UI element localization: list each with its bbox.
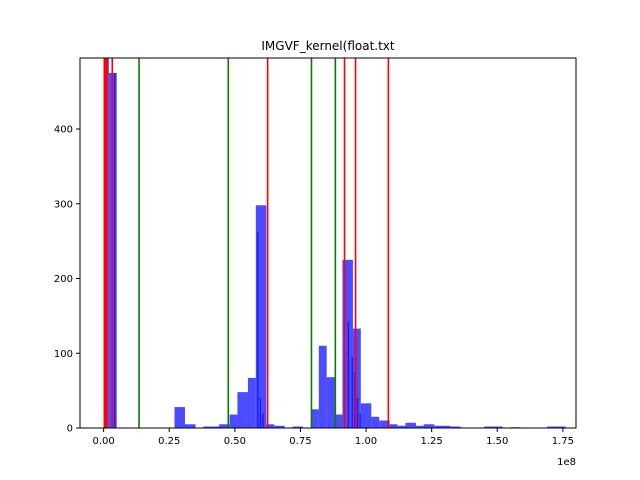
histogram-bar: [211, 426, 220, 428]
histogram-bar: [326, 377, 335, 428]
histogram-bar: [266, 424, 275, 428]
histogram-spike-bar: [347, 321, 349, 428]
x-tick-label: 1.50: [486, 436, 508, 447]
x-axis-offset-label: 1e8: [557, 457, 576, 468]
histogram-bar: [255, 205, 267, 428]
histogram-bar: [434, 425, 443, 428]
histogram-bar: [360, 403, 372, 428]
histogram-bar: [555, 426, 566, 428]
x-tick-label: 0.75: [289, 436, 311, 447]
x-tick-label: 1.75: [552, 436, 574, 447]
y-axis: 0 100 200 300 400: [54, 125, 80, 435]
x-tick-label: 0.50: [224, 436, 246, 447]
histogram-bar: [229, 414, 238, 428]
histogram-bar: [405, 422, 416, 428]
histogram-bar: [219, 424, 230, 428]
y-tick-label: 300: [54, 199, 73, 210]
histogram-bar: [389, 424, 398, 428]
histogram-bar: [237, 392, 248, 428]
x-tick-label: 1.00: [355, 436, 377, 447]
histogram-bar: [352, 328, 361, 428]
histogram-bar: [247, 377, 256, 428]
vertical-lines-layer: [103, 58, 390, 428]
histogram-bar: [484, 426, 495, 428]
x-axis: 0.00 0.25 0.50 0.75 1.00 1.25 1.50 1.75: [92, 428, 574, 447]
histogram-spike-bar: [262, 413, 264, 428]
x-tick-label: 0.25: [158, 436, 180, 447]
plot-frame: [79, 57, 577, 429]
y-tick-label: 100: [54, 349, 73, 360]
histogram-bar: [442, 425, 451, 428]
histogram-bar: [274, 425, 285, 428]
histogram-bar: [547, 426, 555, 428]
histogram-bar: [184, 424, 196, 428]
histogram-spike-bar: [259, 398, 262, 428]
histogram-bar: [397, 425, 406, 428]
histogram-bar: [494, 426, 503, 428]
histogram-bar: [415, 425, 424, 428]
histogram-bar: [318, 345, 327, 428]
histogram-bar: [379, 420, 390, 428]
histogram-bar: [450, 426, 461, 428]
histogram-bar: [203, 426, 212, 428]
histogram-bar: [292, 426, 304, 428]
histogram-spike-bar: [359, 413, 361, 428]
x-tick-label: 0.00: [92, 436, 114, 447]
histogram-bar: [423, 424, 435, 428]
y-tick-label: 0: [67, 424, 73, 435]
histogram-spike-bar: [351, 356, 353, 428]
histogram-spike-bar: [356, 398, 359, 428]
histogram-spike-bar: [257, 232, 259, 428]
histogram-bar: [310, 409, 319, 428]
y-tick-label: 400: [54, 125, 73, 136]
x-tick-label: 1.25: [421, 436, 443, 447]
y-tick-label: 200: [54, 274, 73, 285]
histogram-bar: [371, 416, 380, 428]
chart-title: IMGVF_kernel(float.txt: [261, 39, 395, 53]
histogram-bar: [334, 414, 343, 428]
histogram-bar: [174, 407, 185, 428]
histogram-spike-bar: [114, 72, 116, 428]
